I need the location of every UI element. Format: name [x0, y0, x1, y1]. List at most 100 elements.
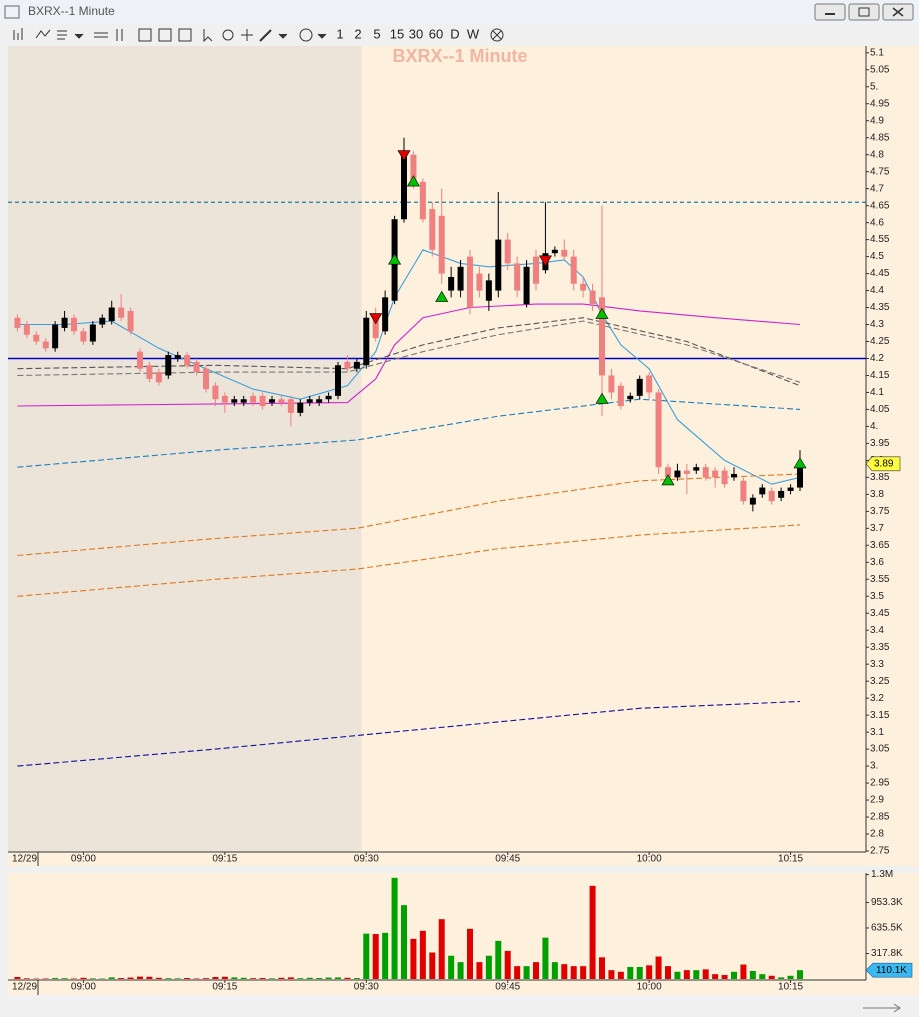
candle-body [787, 487, 794, 491]
interval-button[interactable]: 60 [429, 26, 443, 41]
volume-bar [419, 930, 426, 979]
y-tick-label: 3. [870, 761, 878, 772]
x-tick-label: 09:00 [71, 982, 96, 993]
bar-style-icon[interactable] [13, 28, 23, 40]
candle-body [287, 399, 294, 413]
interval-button[interactable]: 5 [373, 26, 380, 41]
y-tick-label: 4.05 [870, 404, 890, 415]
zoom-in-icon[interactable] [138, 28, 152, 42]
cancel-cross[interactable] [492, 30, 502, 40]
volume-axis: 1.3M 953.3K 635.5K 317.8K 110.1K [865, 869, 913, 978]
volume-bar [184, 978, 191, 979]
y-tick-label: 3.45 [870, 608, 890, 619]
zoom-out-icon[interactable] [158, 28, 172, 42]
candle-body [363, 317, 370, 366]
y-tick-label: 4.95 [870, 98, 890, 109]
volume-bar [589, 885, 596, 979]
toolbar-icons[interactable] [13, 28, 504, 43]
y-tick-label: 3.7 [870, 523, 884, 534]
volume-bar [797, 970, 803, 979]
volume-bar [89, 978, 96, 979]
cancel-icon[interactable] [490, 28, 504, 42]
candle-body [580, 283, 587, 291]
replay-icon[interactable] [299, 28, 313, 42]
scrollbar[interactable] [0, 995, 919, 1017]
volume-bar [495, 940, 502, 979]
y-tick-label: 4.6 [870, 217, 884, 228]
candle-body [221, 395, 228, 403]
moving-average-line [17, 317, 801, 387]
window-buttons[interactable] [814, 3, 914, 21]
y-tick-label: 4.3 [870, 319, 884, 330]
volume-bar [401, 905, 407, 979]
volume-bar [787, 975, 794, 979]
volume-bar [297, 978, 304, 979]
interval-button[interactable]: 30 [409, 26, 423, 41]
volume-tick-label: 953.3K [871, 897, 903, 908]
y-tick-label: 4.65 [870, 200, 890, 211]
hline-icon[interactable] [94, 32, 108, 38]
pointer-icon[interactable] [203, 29, 213, 43]
candle-body [353, 361, 360, 369]
dropdown[interactable] [317, 33, 327, 39]
sell-signal [369, 313, 383, 325]
sell-signal [397, 150, 411, 162]
candle-body [372, 314, 379, 339]
moving-average-line [17, 320, 801, 383]
y-tick-label: 4. [870, 421, 878, 432]
y-tick-label: 3.1 [870, 727, 884, 738]
last-price-label: 3.89 [874, 458, 894, 469]
dropdown[interactable] [74, 33, 84, 39]
line-style-icon[interactable] [35, 29, 51, 39]
dropdown[interactable] [278, 33, 288, 39]
y-tick-label: 4.15 [870, 370, 890, 381]
maximize-button[interactable] [848, 3, 880, 21]
interval-buttons[interactable]: 1 2 5 15 30 60 D W [336, 26, 479, 41]
candle-body [457, 266, 464, 291]
price-time-axis: 12/29 09:00 09:15 09:30 09:45 10:00 10:15 [12, 852, 804, 866]
volume-bar [655, 956, 662, 979]
scroll-arrow[interactable] [863, 1003, 901, 1013]
volume-bar [429, 952, 436, 979]
candle-body [99, 317, 106, 325]
buy-signal [388, 253, 402, 265]
candle-body [127, 310, 134, 332]
volume-bar [287, 977, 294, 979]
candle-body [240, 399, 247, 403]
volume-bar [523, 966, 530, 979]
volume-bar [165, 978, 172, 979]
minimize-button[interactable] [814, 3, 846, 21]
candle-body [768, 490, 775, 502]
candle-body [533, 256, 539, 284]
candle-body [740, 480, 747, 502]
crosshair-icon[interactable] [241, 29, 253, 41]
draw-icon[interactable] [259, 29, 272, 42]
volume-tick-label: 635.5K [871, 923, 903, 934]
candle-body [570, 256, 577, 284]
candle-body [155, 372, 162, 383]
vline-icon[interactable] [116, 29, 123, 41]
y-tick-label: 3.15 [870, 710, 890, 721]
buy-signal [595, 307, 609, 319]
date-label: 12/29 [12, 854, 37, 865]
y-tick-label: 3.25 [870, 676, 890, 687]
candle-body [108, 307, 115, 322]
interval-button[interactable]: 1 [336, 26, 343, 41]
premarket-shading [8, 46, 362, 852]
interval-button[interactable]: W [467, 26, 480, 41]
candle-body [448, 276, 455, 291]
y-tick-label: 4.25 [870, 336, 890, 347]
y-tick-label: 2.95 [870, 778, 890, 789]
volume-plot [14, 877, 803, 979]
hand-icon[interactable] [222, 29, 234, 41]
chart-type-icon[interactable] [57, 30, 67, 40]
volume-bar [749, 970, 756, 979]
interval-button[interactable]: 15 [390, 26, 404, 41]
candle-body [165, 355, 172, 376]
fit-icon[interactable] [178, 28, 192, 42]
candle-body [61, 317, 68, 328]
interval-button[interactable]: 2 [354, 26, 361, 41]
interval-button[interactable]: D [450, 26, 459, 41]
y-tick-label: 4.9 [870, 115, 884, 126]
